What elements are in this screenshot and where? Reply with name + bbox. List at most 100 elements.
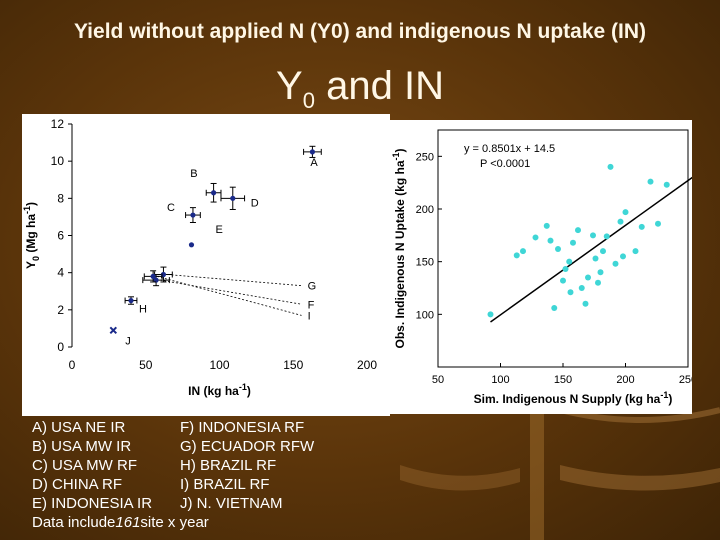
data-point [109, 326, 118, 334]
point-label: D [251, 197, 259, 209]
data-point [578, 285, 585, 291]
y-tick-label: 100 [416, 309, 434, 321]
data-point [190, 212, 196, 218]
p-value: P <0.0001 [480, 158, 530, 170]
data-point [607, 163, 614, 170]
x-axis-label-sup: -1 [239, 382, 247, 392]
point-label: F [308, 299, 315, 311]
y-axis-label-close: ) [24, 202, 38, 206]
data-point [603, 233, 610, 240]
data-point [551, 305, 558, 312]
point-label: G [308, 281, 317, 293]
data-point [582, 300, 589, 307]
uptake-vs-supply-panel: 100 150 200 250 50 100 150 200 250 Sim. Indigenou… [390, 120, 699, 414]
data-point [590, 232, 596, 239]
x-tick-label: 250 [679, 374, 692, 386]
yield-vs-uptake-panel: 0 2 4 6 8 10 12 0 50 100 150 200 IN (kg ha-1) Y0 (Mg … [22, 114, 390, 416]
legend-row: C) USA MW RF H) BRAZIL RF [32, 456, 314, 475]
data-point [562, 266, 569, 273]
legend-entry: A) USA NE IR [32, 419, 126, 436]
x-axis-label: Sim. Indigenous N Supply (kg ha-1) [474, 390, 673, 406]
note-count: 161 [115, 514, 141, 531]
y-tick-label: 250 [416, 151, 434, 163]
x-tick-label: 100 [209, 358, 229, 372]
legend-entry: J) N. VIETNAM [180, 495, 283, 512]
title-main-text: Y [276, 64, 303, 108]
y-tick-label: 2 [57, 303, 64, 317]
legend-entry: E) INDONESIA IR [32, 495, 153, 512]
regression-equation: y = 0.8501x + 14.5 [464, 143, 555, 155]
uptake-vs-supply-chart: 100 150 200 250 50 100 150 200 250 Sim. Indigenou… [391, 129, 699, 406]
plot-frame [437, 129, 689, 368]
title-rest-text: and IN [314, 64, 444, 108]
data-point [638, 223, 645, 230]
point-label: H [139, 304, 147, 316]
y-tick-label: 12 [51, 117, 65, 131]
data-point [487, 311, 494, 318]
data-point [632, 248, 639, 255]
data-point [555, 246, 561, 253]
leader-line [157, 275, 302, 316]
legend-entry: I) BRAZIL RF [180, 476, 270, 493]
y-tick-label: 0 [57, 340, 64, 354]
legend-row: D) CHINA RF I) BRAZIL RF [32, 475, 314, 494]
legend-entry: B) USA MW IR [32, 438, 132, 455]
regression-line [490, 172, 699, 323]
data-point [309, 149, 316, 155]
y-axis-label: Obs. Indigenous N Uptake (kg ha-1) [391, 148, 407, 348]
x-axis-label-sup: -1 [660, 390, 668, 400]
data-point [620, 253, 626, 260]
data-point [600, 248, 606, 255]
x-axis-label: IN (kg ha-1) [188, 382, 251, 398]
y-tick-label: 10 [51, 154, 65, 168]
x-axis-label-close: ) [247, 384, 251, 398]
note-prefix: Data include [32, 514, 116, 531]
slide-subtitle: Yield without applied N (Y0) and indigen… [73, 20, 647, 43]
data-point [575, 227, 581, 234]
legend-row: E) INDONESIA IR J) N. VIETNAM [32, 494, 314, 513]
legend-row: B) USA MW IR G) ECUADOR RFW [32, 437, 314, 456]
legend-entry: C) USA MW RF [32, 457, 137, 474]
y-tick-label: 8 [57, 191, 64, 205]
leader-line [167, 274, 302, 287]
point-label: B [190, 168, 197, 180]
x-tick-label: 50 [432, 374, 444, 386]
point-label: E [215, 224, 222, 236]
data-point [595, 279, 601, 286]
data-point [592, 255, 599, 262]
data-point [153, 277, 159, 283]
legend-entry: G) ECUADOR RFW [180, 438, 315, 455]
y-axis-label-rest: (Mg ha [24, 214, 38, 256]
data-point [230, 195, 236, 201]
y-tick-label: 4 [57, 266, 64, 280]
y-axis-label-close: ) [393, 148, 407, 152]
data-point [566, 258, 573, 265]
data-point [647, 178, 654, 185]
legend-entry: H) BRAZIL RF [180, 457, 277, 474]
point-label: C [167, 202, 175, 214]
x-axis-label-text: Sim. Indigenous N Supply (kg ha [474, 392, 661, 406]
y-axis-label-text: Y [24, 261, 38, 269]
data-point [585, 274, 591, 281]
legend-entry: F) INDONESIA RF [180, 419, 305, 436]
data-point [663, 181, 670, 188]
y-axis-label-sup: -1 [391, 152, 401, 160]
y-tick-label: 150 [416, 257, 434, 269]
x-tick-label: 150 [554, 374, 572, 386]
data-point [520, 248, 526, 255]
data-point [547, 237, 554, 244]
data-point [532, 234, 539, 241]
data-point [612, 260, 619, 267]
data-point [655, 220, 661, 227]
x-axis-label-close: ) [668, 392, 672, 406]
x-tick-label: 200 [616, 374, 634, 386]
x-tick-label: 100 [491, 374, 509, 386]
data-point [128, 297, 134, 304]
y-axis-label: Y0 (Mg ha-1) [22, 202, 41, 269]
data-note: Data include 161 site x year [32, 513, 314, 532]
data-point [560, 277, 566, 284]
y-axis-label-text: Obs. Indigenous N Uptake (kg ha [393, 160, 407, 348]
data-point [150, 273, 156, 279]
data-point [570, 239, 576, 246]
